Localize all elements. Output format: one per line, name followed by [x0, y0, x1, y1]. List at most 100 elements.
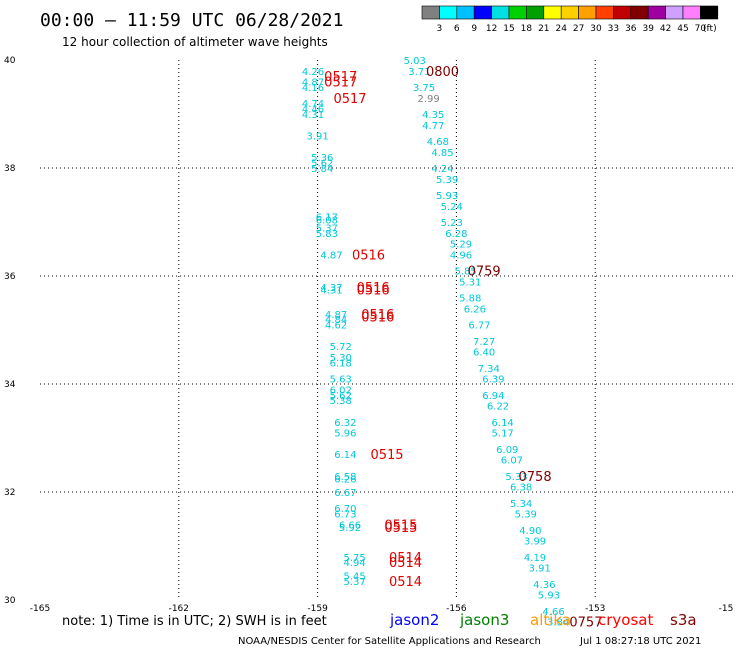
time-label: 0517: [324, 76, 357, 91]
swh-label-cryosat: 4.87: [320, 250, 342, 261]
swh-label-s3a: 7.27: [473, 337, 495, 348]
swh-label-s3a: 3.99: [524, 537, 546, 548]
swh-label-cryosat: 5.92: [339, 523, 361, 534]
satellite-legend: jason2 jason3 altika cryosat s3a: [389, 611, 697, 629]
swh-label-cryosat: 5.30: [330, 353, 352, 364]
x-tick-label: -159: [307, 604, 328, 614]
swh-label-cryosat: 4.84: [325, 315, 347, 326]
color-scale-legend: 3 6 9 12 15 18 21 24 27 30 33 36 39 42 45 70(ft): [421, 5, 719, 34]
swh-label-cryosat: 6.67: [334, 488, 356, 499]
scale-label: 24: [555, 24, 567, 34]
axis-ticks: -165 -162 -159 -156 -153 -15 30 32 34 36 38 40: [4, 56, 733, 614]
swh-label-cryosat: 5.62: [330, 391, 352, 402]
swh-label-s3a: 4.96: [450, 250, 472, 261]
time-labels: 0517051705170516051605160516051605150515…: [324, 65, 602, 631]
swh-label-cryosat: 4.62: [325, 321, 347, 332]
scale-label: 9: [471, 24, 477, 34]
time-label: 0515: [384, 518, 417, 533]
swh-label-cryosat: 6.14: [334, 450, 356, 461]
swh-label-cryosat: 6.70: [334, 504, 356, 515]
swh-label-s3a: 4.24: [431, 164, 453, 175]
swh-label-s3a: 2.99: [418, 94, 440, 105]
swh-label-cryosat: 5.83: [316, 229, 338, 240]
swh-label-s3a: 4.19: [524, 553, 546, 564]
swh-label-s3a: 6.28: [445, 229, 467, 240]
scale-swatch: [595, 5, 614, 20]
scale-unit: (ft): [703, 24, 717, 34]
x-tick-label: -15: [719, 604, 734, 614]
swh-label-cryosat: 4.31: [302, 110, 324, 121]
swh-label-s3a: 5.39: [515, 510, 537, 521]
scale-label: 45: [677, 24, 688, 34]
swh-label-cryosat: 6.73: [334, 510, 356, 521]
swh-label-s3a: 3.75: [413, 83, 435, 94]
time-label: 0517: [324, 70, 357, 85]
scale-label: 12: [486, 24, 497, 34]
swh-label-s3a: 5.23: [441, 218, 463, 229]
swh-label-cryosat: 4.37: [320, 283, 342, 294]
scale-swatch: [682, 5, 701, 20]
swh-label-s3a: 5.93: [538, 591, 560, 602]
swh-label-cryosat: 5.62: [311, 159, 333, 170]
time-label: 0800: [426, 65, 459, 80]
scale-swatch: [613, 5, 632, 20]
x-tick-label: -156: [446, 604, 467, 614]
y-tick-label: 40: [4, 56, 16, 66]
scale-label: 6: [454, 24, 460, 34]
swh-label-s3a: 5.39: [436, 175, 458, 186]
footer: note: 1) Time is in UTC; 2) SWH is in fe…: [62, 611, 701, 647]
chart-subtitle: 12 hour collection of altimeter wave hei…: [62, 35, 328, 49]
satellite-legend-cryosat: cryosat: [598, 611, 653, 629]
swh-label-cryosat: 5.75: [343, 553, 365, 564]
scale-label: 42: [660, 24, 671, 34]
scale-label: 18: [521, 24, 533, 34]
time-label: 0759: [468, 265, 501, 280]
swh-label-cryosat: 6.32: [334, 418, 356, 429]
satellite-legend-jason3: jason3: [459, 611, 509, 629]
swh-label-cryosat: 5.96: [334, 429, 356, 440]
time-label: 0514: [389, 556, 422, 571]
footer-generated: Jul 1 08:27:18 UTC 2021: [579, 636, 701, 647]
scale-swatch: [491, 5, 510, 20]
swh-label-cryosat: 4.87: [302, 78, 324, 89]
scale-label: 36: [625, 24, 637, 34]
swh-label-s3a: 5.31: [459, 277, 481, 288]
time-label: 0757: [569, 616, 602, 631]
swh-label-cryosat: 5.36: [311, 153, 333, 164]
swh-label-s3a: 5.03: [404, 56, 426, 67]
swh-label-cryosat: 6.18: [330, 358, 352, 369]
scale-swatch: [647, 5, 666, 20]
swh-label-s3a: 4.66: [542, 607, 564, 618]
swh-label-s3a: 5.85: [455, 267, 477, 278]
scale-swatch: [473, 5, 492, 20]
swh-label-s3a: 5.33: [505, 472, 527, 483]
swh-label-s3a: 4.35: [422, 110, 444, 121]
swh-label-s3a: 6.39: [482, 375, 504, 386]
footer-note: note: 1) Time is in UTC; 2) SWH is in fe…: [62, 614, 327, 629]
time-label: 0516: [361, 311, 394, 326]
swh-label-cryosat: 4.94: [343, 558, 365, 569]
swh-label-s3a: 5.29: [450, 240, 472, 251]
scale-swatch: [526, 5, 545, 20]
swh-label-s3a: 4.90: [519, 526, 541, 537]
satellite-legend-s3a: s3a: [670, 611, 697, 629]
scale-swatch: [630, 5, 649, 20]
swh-label-cryosat: 4.74: [302, 99, 324, 110]
scale-swatch: [421, 5, 440, 20]
swh-label-s3a: 6.07: [501, 456, 523, 467]
time-label: 0516: [352, 248, 385, 263]
time-label: 0516: [361, 308, 394, 323]
swh-label-s3a: 4.36: [533, 580, 555, 591]
y-tick-label: 36: [4, 272, 16, 282]
time-label: 0516: [357, 284, 390, 299]
swh-label-cryosat: 6.58: [334, 472, 356, 483]
swh-label-cryosat: 6.26: [334, 475, 356, 486]
data-labels: 4.264.874.164.744.464.313.915.365.625.84…: [302, 56, 569, 629]
scale-swatch: [456, 5, 475, 20]
swh-label-cryosat: 6.17: [316, 213, 338, 224]
swh-label-s3a: 6.38: [510, 483, 532, 494]
scale-label: 70: [695, 24, 707, 34]
time-label: 0514: [389, 575, 422, 590]
